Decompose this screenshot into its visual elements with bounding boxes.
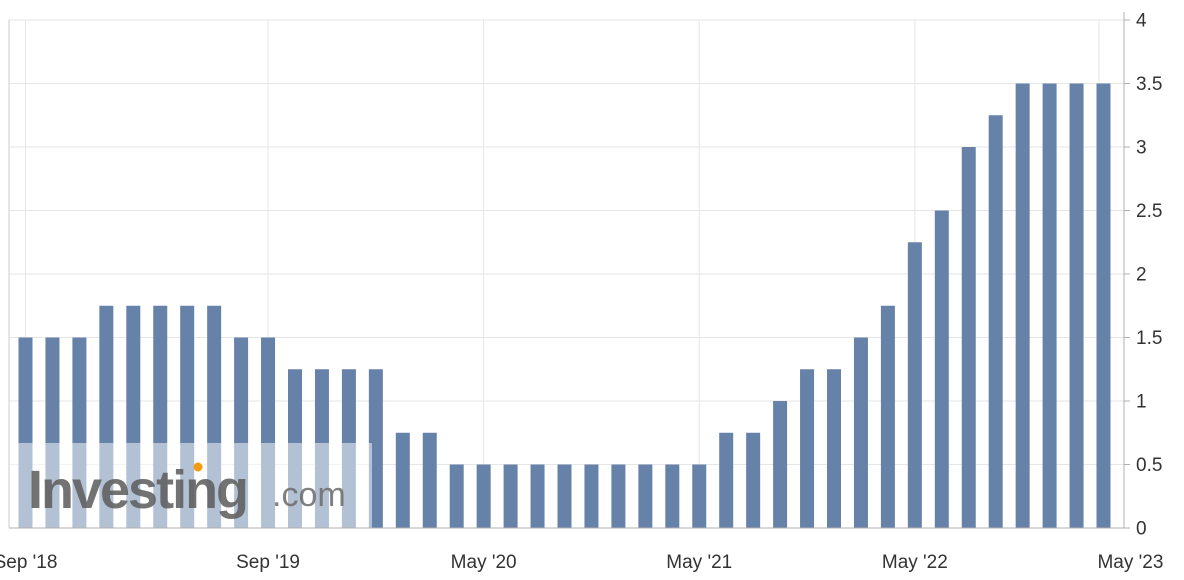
bar [368,369,383,528]
bar [961,147,976,528]
x-tick-label: May '23 [1097,552,1163,573]
x-tick-label: May '21 [666,552,732,573]
bar [638,464,653,528]
bar [584,464,599,528]
investing-watermark: Investing .com [10,443,372,528]
watermark-dot-icon [193,462,203,472]
bar [611,464,626,528]
bar [476,464,491,528]
bar [1042,83,1057,528]
bar [557,464,572,528]
bar [395,432,410,528]
bar [1069,83,1084,528]
x-tick-label: May '20 [451,552,517,573]
y-tick-label: 2.5 [1136,201,1162,222]
x-tick-label: May '22 [882,552,948,573]
watermark-panel [10,443,372,528]
watermark-suffix: .com [272,476,346,514]
bar [773,401,788,528]
bar [827,369,841,528]
bar [422,432,437,528]
y-tick-label: 3 [1136,138,1147,159]
x-axis-ticks: Sep '18 Sep '19 May '20 May '21 May '22 May '… [0,552,1163,573]
bar [988,115,1003,528]
bar [1096,83,1111,528]
bar [746,432,761,528]
bar [907,242,922,528]
x-tick-label: Sep '19 [236,552,300,573]
bar [853,337,868,528]
bar [665,464,680,528]
axes [8,12,1130,529]
y-tick-label: 0.5 [1136,455,1162,476]
y-tick-label: 2 [1136,265,1147,286]
bar [503,464,518,528]
bar [449,464,464,528]
x-tick-label: Sep '18 [0,552,57,573]
y-axis-ticks: 0 0.5 1 1.5 2 2.5 3 3.5 4 [1136,11,1162,540]
bar-series [18,83,1111,528]
bar [800,369,815,528]
bar [880,305,895,528]
bar [530,464,545,528]
y-tick-label: 4 [1136,11,1147,32]
bar [934,210,949,528]
y-tick-label: 3.5 [1136,74,1162,95]
y-tick-label: 1 [1136,392,1147,413]
y-tick-label: 1.5 [1136,328,1162,349]
y-tick-label: 0 [1136,519,1147,540]
bar [1015,83,1030,528]
watermark-brand: Investing [28,460,247,520]
bar [692,464,707,528]
bar [719,432,734,528]
